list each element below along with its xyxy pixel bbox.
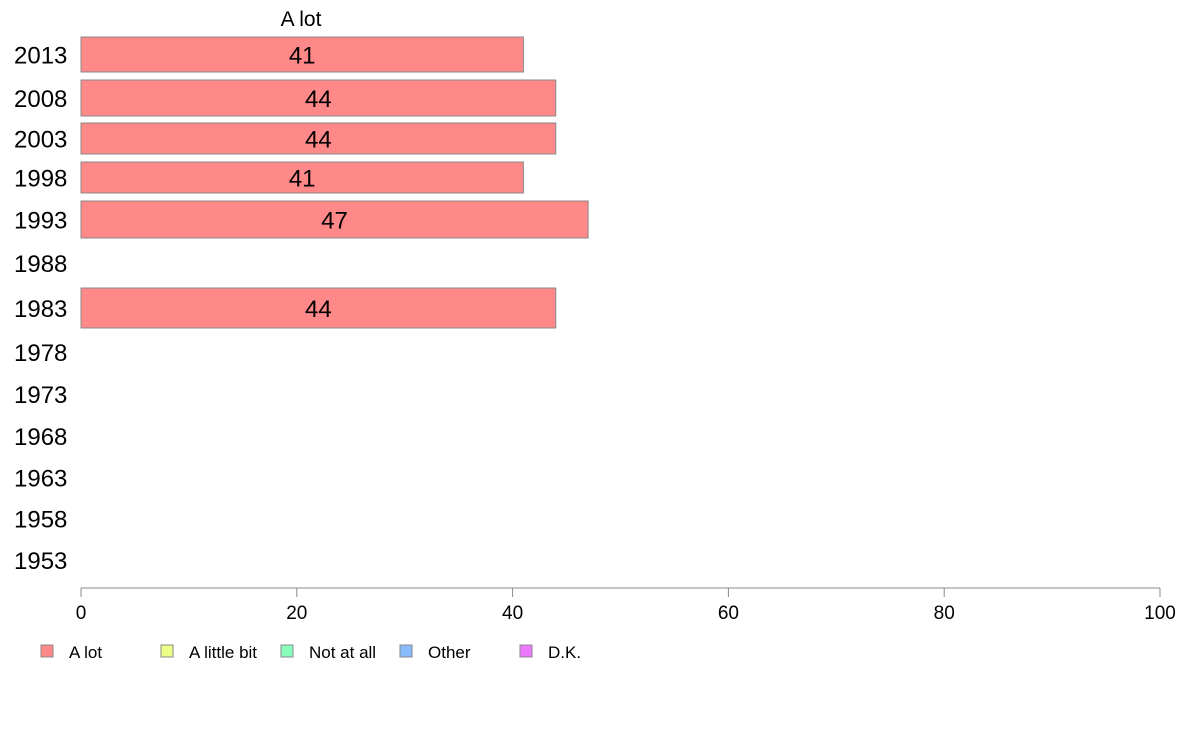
year-label-1988: 1988 [14, 251, 67, 278]
legend-swatch-d-k [519, 644, 533, 658]
x-tick-label-40: 40 [502, 603, 523, 624]
legend-swatch-a-little-bit [160, 644, 174, 658]
x-tick-label-20: 20 [286, 603, 307, 624]
year-label-1973: 1973 [14, 382, 67, 409]
bar-2013 [80, 36, 524, 73]
column-title: A lot [281, 8, 322, 31]
bar-value-label-2013: 41 [289, 43, 316, 70]
x-axis: 0 20 40 60 80 100 [76, 587, 1176, 624]
year-label-1983: 1983 [14, 296, 67, 323]
x-tick-label-0: 0 [76, 603, 87, 624]
year-label-1963: 1963 [14, 466, 67, 493]
bar-2003 [80, 122, 557, 155]
year-label-1953: 1953 [14, 548, 67, 575]
legend-swatch-not-at-all [280, 644, 294, 658]
year-label-2008: 2008 [14, 86, 67, 113]
year-label-1978: 1978 [14, 340, 67, 367]
year-label-1993: 1993 [14, 208, 67, 235]
year-labels: 2013 2008 2003 1998 1993 1988 1983 1978 1973 1968… [14, 43, 67, 576]
x-tick-label-80: 80 [934, 603, 955, 624]
year-label-1998: 1998 [14, 166, 67, 193]
x-tick-label-60: 60 [718, 603, 739, 624]
legend-label-not-at-all: Not at all [309, 643, 376, 662]
legend-label-d-k: D.K. [548, 643, 581, 662]
legend-label-other: Other [428, 643, 471, 662]
bar-value-label-1993: 47 [321, 208, 348, 235]
bar-1993 [80, 200, 589, 239]
year-label-1968: 1968 [14, 424, 67, 451]
legend-swatch-a-lot [40, 644, 54, 658]
legend-label-a-lot: A lot [69, 643, 102, 662]
year-label-2003: 2003 [14, 127, 67, 154]
legend-label-a-little-bit: A little bit [189, 643, 257, 662]
legend-swatch-other [399, 644, 413, 658]
bar-value-label-2003: 44 [305, 127, 332, 154]
bar-value-label-1998: 41 [289, 166, 316, 193]
year-label-1958: 1958 [14, 507, 67, 534]
year-label-2013: 2013 [14, 43, 67, 70]
bar-1998 [80, 161, 524, 194]
x-tick-label-100: 100 [1144, 603, 1176, 624]
bar-value-label-1983: 44 [305, 296, 332, 323]
legend: A lot A little bit Not at all Other D.K. [40, 643, 581, 662]
bar-1983 [80, 287, 557, 329]
bar-2008 [80, 79, 557, 117]
bars [80, 36, 589, 329]
bar-value-label-2008: 44 [305, 86, 332, 113]
